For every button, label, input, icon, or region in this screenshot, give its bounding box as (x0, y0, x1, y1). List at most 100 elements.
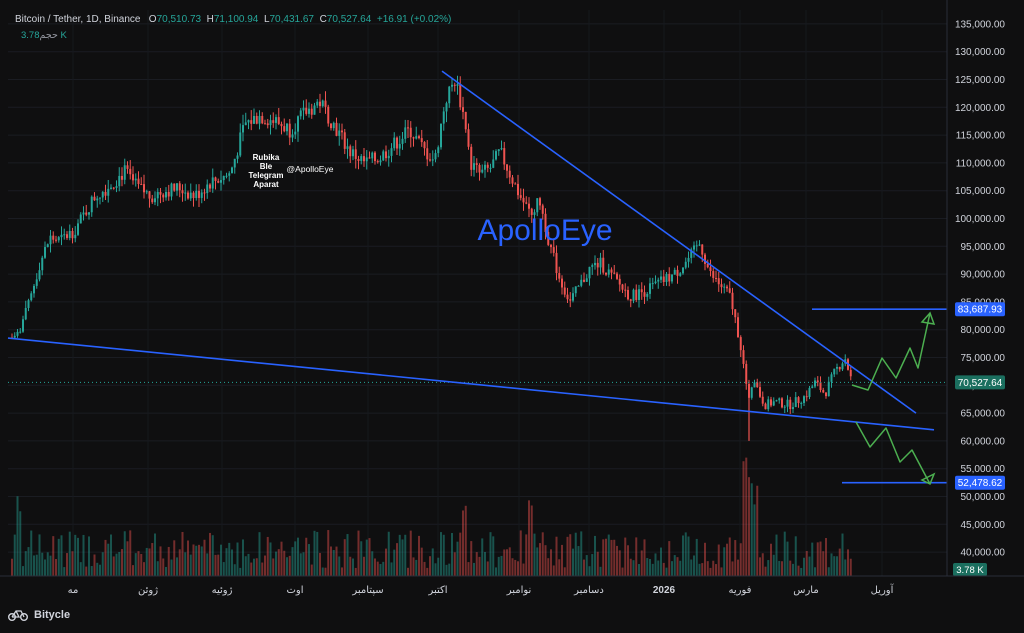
candle-body (841, 363, 844, 370)
candle-body (35, 279, 38, 286)
volume-bar (800, 567, 803, 576)
candle-body (379, 160, 382, 163)
volume-bar (849, 558, 852, 576)
volume-bar (121, 549, 123, 576)
symbol-title[interactable]: Bitcoin / Tether, 1D, Binance (15, 14, 141, 25)
candle-body (508, 170, 511, 178)
trendline-descending-resistance[interactable] (441, 70, 917, 414)
volume-bar (420, 547, 423, 576)
candle-body (695, 245, 698, 247)
volume-bar (415, 559, 418, 576)
candle-body (486, 164, 489, 168)
price-tick-label: 65,000.00 (961, 409, 1006, 420)
volume-bar (321, 567, 324, 576)
volume-bar (613, 539, 616, 576)
volume-bar (376, 561, 379, 576)
volume-bar (635, 537, 638, 576)
candle-body (99, 197, 101, 199)
price-tick-label: 95,000.00 (961, 242, 1006, 253)
volume-header: حجم3.78 K (15, 30, 67, 41)
volume-bar (651, 563, 654, 576)
volume-bar (693, 555, 695, 576)
volume-bar (550, 549, 552, 576)
candle-body (66, 234, 68, 238)
candle-body (577, 285, 580, 287)
volume-bar (104, 539, 107, 576)
volume-bar (453, 552, 456, 576)
volume-bar (847, 549, 849, 576)
candle-body (305, 107, 308, 114)
volume-bar (162, 558, 165, 576)
candle-body (596, 262, 599, 268)
candle-body (671, 274, 673, 282)
volume-bar (264, 555, 266, 576)
candle-body (239, 132, 242, 156)
volume-bar (783, 531, 786, 576)
high-value: 71,100.94 (213, 14, 259, 25)
candle-body (492, 159, 495, 168)
candle-body (233, 158, 236, 168)
volume-bar (277, 549, 280, 576)
candle-body (629, 299, 632, 301)
candle-body (552, 247, 555, 253)
candle-body (258, 115, 261, 124)
candle-body (195, 190, 198, 199)
candle-body (41, 257, 44, 271)
candle-body (27, 300, 30, 308)
candle-body (558, 273, 561, 279)
candle-body (503, 148, 506, 165)
volume-bar (506, 549, 508, 576)
candle-body (198, 190, 200, 198)
level-badge-target-high (955, 302, 1005, 317)
volume-bar (357, 530, 360, 576)
volume-bar (470, 541, 473, 576)
volume-bar (676, 557, 679, 576)
projection-arrow-up[interactable] (851, 312, 931, 391)
volume-bar (841, 533, 844, 576)
candle-body (222, 176, 225, 181)
candle-body (585, 278, 588, 282)
candle-body (497, 149, 500, 152)
brand-footer[interactable]: Bitycle (8, 606, 70, 624)
candle-body (299, 110, 302, 117)
volume-bar (544, 545, 547, 576)
volume-bar (206, 553, 209, 576)
price-tick-label: 40,000.00 (961, 548, 1006, 559)
candle-body (827, 381, 830, 397)
volume-bar (717, 544, 720, 576)
candle-body (55, 239, 57, 241)
projection-arrow-down[interactable] (855, 421, 931, 485)
volume-bar (519, 530, 522, 576)
social-note-line: Telegram (249, 171, 284, 180)
volume-bar (363, 556, 365, 576)
time-tick-label: سپتامبر (351, 585, 383, 596)
volume-bar (85, 566, 88, 576)
volume-bar (211, 535, 214, 576)
candle-body (781, 398, 783, 408)
volume-bar (786, 541, 789, 576)
candle-body (68, 230, 71, 238)
candle-body (77, 223, 79, 235)
candle-body (442, 111, 445, 124)
volume-bar (409, 530, 412, 576)
volume-bar (385, 548, 387, 576)
candle-body (563, 287, 566, 295)
candle-body (415, 136, 418, 139)
candle-body (178, 183, 181, 191)
volume-bar (481, 538, 484, 576)
volume-bar (772, 554, 775, 576)
volume-bar (594, 535, 596, 576)
social-note-line: Aparat (253, 180, 279, 189)
trendline-support[interactable] (7, 337, 935, 431)
candle-body (522, 197, 525, 203)
candle-body (830, 374, 833, 382)
candle-body (778, 398, 781, 401)
candle-body (453, 84, 456, 86)
candle-body (470, 146, 473, 170)
volume-bar (607, 534, 610, 576)
volume-bar (286, 557, 288, 576)
volume-bar (632, 560, 635, 576)
